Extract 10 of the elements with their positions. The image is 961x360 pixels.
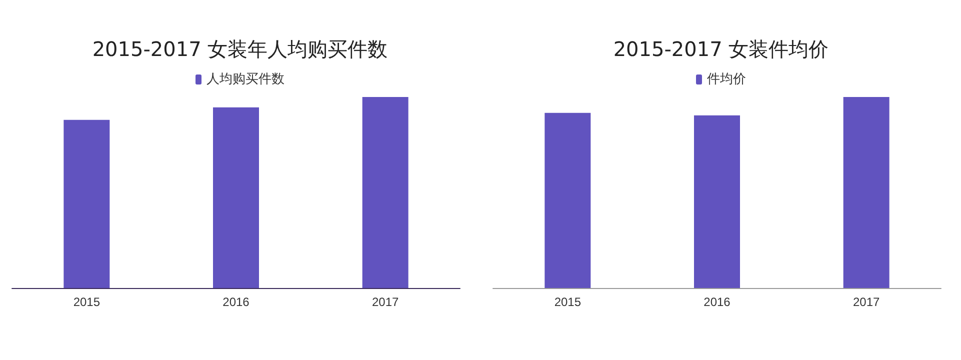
chart-title: 2015-2017 女装件均价 [613,37,829,61]
x-tick-label: 2015 [554,295,582,309]
x-tick-label: 2016 [222,295,250,309]
legend-label: 人均购买件数 [206,72,284,87]
chart-title: 2015-2017 女装年人均购买件数 [92,37,388,61]
legend-label: 件均价 [707,72,746,87]
x-tick-label: 2015 [73,295,100,309]
x-tick-label: 2016 [704,295,731,309]
x-tick-label: 2017 [372,295,400,309]
x-tick-label: 2017 [852,295,880,309]
